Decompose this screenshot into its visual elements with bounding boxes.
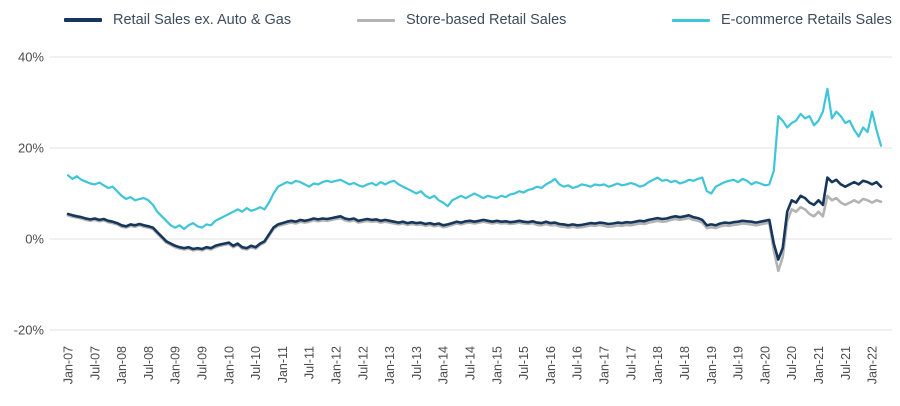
y-axis-labels: 40% 20% 0% -20% <box>14 50 45 338</box>
y-axis-label: 20% <box>18 141 44 156</box>
x-axis-label: Jan-18 <box>651 346 665 384</box>
x-axis-label: Jul-12 <box>356 346 370 380</box>
x-axis-label: Jan-17 <box>598 346 612 384</box>
x-axis-label: Jan-13 <box>383 346 397 384</box>
x-axis-label: Jul-14 <box>464 346 478 380</box>
legend-label: Retail Sales ex. Auto & Gas <box>113 12 292 28</box>
x-axis-label: Jul-09 <box>196 346 210 380</box>
x-axis-label: Jul-18 <box>678 346 692 380</box>
x-axis-label: Jul-07 <box>88 346 102 380</box>
series-line-e-commerce-retails-sales <box>66 87 883 231</box>
x-axis-label: Jan-14 <box>437 346 451 384</box>
legend-swatch-gray-line-icon <box>357 18 395 22</box>
x-axis-label: Jan-21 <box>812 346 826 384</box>
legend-item-store-based[interactable]: Store-based Retail Sales <box>357 12 566 28</box>
x-axis-label: Jan-15 <box>490 346 504 384</box>
legend-item-retail-ex-auto-gas[interactable]: Retail Sales ex. Auto & Gas <box>64 12 291 28</box>
legend-label: Store-based Retail Sales <box>406 12 567 28</box>
x-axis-label: Jul-16 <box>571 346 585 380</box>
x-axis-label: Jan-22 <box>866 346 880 384</box>
x-axis-label: Jul-11 <box>303 346 317 379</box>
x-axis-label: Jan-20 <box>758 346 772 384</box>
x-axis-label: Jul-15 <box>517 346 531 380</box>
legend-label: E-commerce Retails Sales <box>721 12 892 28</box>
x-axis-label: Jan-19 <box>705 346 719 384</box>
x-axis-label: Jul-17 <box>624 346 638 380</box>
x-axis-label: Jul-10 <box>249 346 263 380</box>
legend-swatch-cyan-line-icon <box>672 18 710 22</box>
y-axis-label: 40% <box>18 50 44 65</box>
x-axis-label: Jan-16 <box>544 346 558 384</box>
x-axis-label: Jul-21 <box>839 346 853 380</box>
x-axis-label: Jul-20 <box>785 346 799 380</box>
chart-legend: Retail Sales ex. Auto & Gas Store-based … <box>0 12 900 38</box>
legend-item-ecommerce[interactable]: E-commerce Retails Sales <box>672 12 892 28</box>
x-axis-label: Jul-13 <box>410 346 424 380</box>
x-axis-label: Jan-08 <box>115 346 129 384</box>
x-axis-label: Jan-07 <box>62 346 76 384</box>
series-line-store-based-retail-sales <box>66 194 883 273</box>
x-axis-labels: Jan-07 Jul-07 Jan-08 Jul-08 Jan-09 Jul-09 Jan-… <box>62 346 880 384</box>
gridlines <box>50 56 892 331</box>
x-axis-label: Jan-10 <box>222 346 236 384</box>
legend-swatch-navy-line-icon <box>64 18 102 22</box>
x-axis-label: Jan-12 <box>330 346 344 384</box>
x-axis-label: Jan-11 <box>276 346 290 383</box>
x-axis-label: Jul-19 <box>732 346 746 380</box>
series-line-retail-sales-ex-auto-gas <box>66 176 883 261</box>
y-axis-label: -20% <box>14 323 45 338</box>
x-axis-label: Jul-08 <box>142 346 156 380</box>
y-axis-label: 0% <box>25 232 44 247</box>
x-axis-label: Jan-09 <box>169 346 183 384</box>
